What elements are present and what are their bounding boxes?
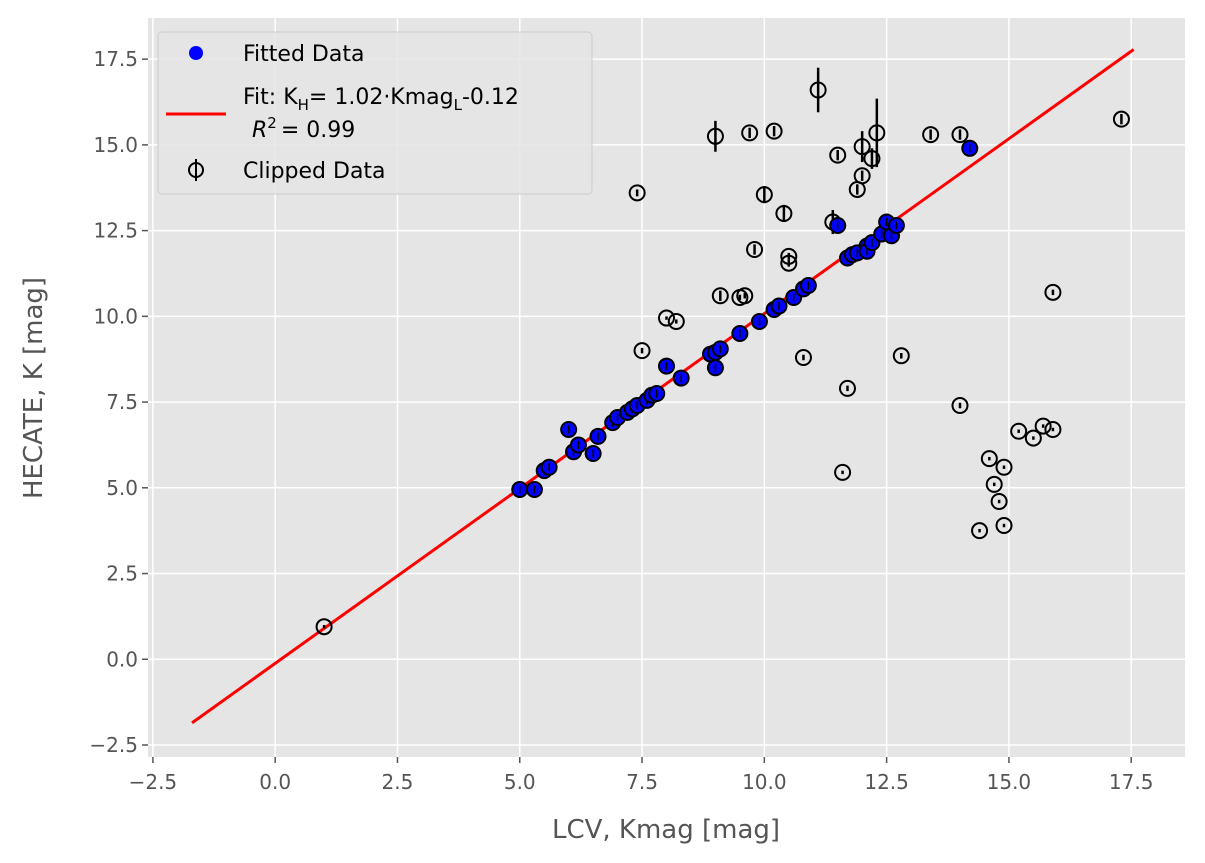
legend-label-fit: Fit: KH= 1.02·KmagL-0.12: [243, 85, 519, 114]
clipped-point: [315, 618, 333, 636]
legend-label-clipped: Clipped Data: [243, 159, 386, 184]
clipped-data-layer: [315, 67, 1130, 636]
x-tick-label: 17.5: [1109, 770, 1154, 794]
legend: Fitted Data Fit: KH= 1.02·KmagL-0.12 R2 =…: [157, 31, 593, 195]
clipped-point: [995, 517, 1013, 535]
clipped-point: [971, 522, 989, 540]
x-tick-label: 12.5: [864, 770, 909, 794]
clipped-point: [951, 397, 969, 415]
clipped-point: [794, 348, 812, 366]
x-axis-label: LCV, Kmag [mag]: [552, 815, 780, 845]
clipped-point: [1024, 429, 1042, 447]
x-tick-label: 5.0: [504, 770, 536, 794]
y-tick-label: 7.5: [106, 390, 138, 414]
clipped-point: [1010, 422, 1028, 440]
clipped-point: [780, 254, 798, 272]
clipped-point: [863, 150, 881, 168]
clipped-point: [1034, 417, 1052, 435]
legend-marker-fitted: [189, 46, 203, 60]
y-tick-label: 17.5: [93, 47, 138, 71]
y-tick-label: 12.5: [93, 219, 138, 243]
clipped-point: [853, 167, 871, 185]
y-axis-label: HECATE, K [mag]: [19, 277, 49, 499]
clipped-point: [1112, 110, 1130, 128]
fit-line-layer: [191, 48, 1135, 725]
y-tick-label: 0.0: [106, 647, 138, 671]
clipped-point: [746, 240, 764, 258]
y-tick-label: 15.0: [93, 133, 138, 157]
y-tick-label: 10.0: [93, 304, 138, 328]
clipped-point: [985, 475, 1003, 493]
clipped-point: [892, 347, 910, 365]
clipped-point: [736, 287, 754, 305]
clipped-point: [755, 186, 773, 204]
x-tick-label: 0.0: [259, 770, 291, 794]
y-tick-label: 5.0: [106, 476, 138, 500]
x-tick-label: −2.5: [129, 770, 178, 794]
clipped-point: [838, 379, 856, 397]
clipped-point: [922, 126, 940, 144]
clipped-point: [868, 124, 886, 142]
fit-line: [191, 48, 1135, 725]
x-tick-label: 10.0: [742, 770, 787, 794]
clipped-point: [990, 493, 1008, 511]
clipped-point: [741, 124, 759, 142]
clipped-point: [1044, 421, 1062, 439]
clipped-point: [711, 287, 729, 305]
legend-label-r2: R2 = 0.99: [252, 114, 355, 143]
legend-box: [157, 31, 593, 195]
clipped-point: [951, 126, 969, 144]
clipped-point: [980, 450, 998, 468]
fitted-data-layer: [511, 139, 979, 499]
y-tick-label: 2.5: [106, 562, 138, 586]
clipped-point: [829, 146, 847, 164]
clipped-point: [809, 81, 827, 99]
clipped-point: [995, 458, 1013, 476]
clipped-point: [853, 138, 871, 156]
axes: −2.5 0.0 2.5 5.0 7.5 10.0 12.5 15.0 17.5 −2.5 0.0 2…: [89, 47, 1153, 794]
clipped-point: [667, 312, 685, 330]
x-tick-label: 15.0: [987, 770, 1032, 794]
clipped-point: [834, 463, 852, 481]
y-tick-label: −2.5: [89, 733, 138, 757]
clipped-point: [1044, 283, 1062, 301]
clipped-point: [658, 309, 675, 327]
clipped-point: [628, 184, 646, 202]
clipped-point: [765, 122, 783, 140]
x-tick-label: 7.5: [626, 770, 658, 794]
clipped-point: [706, 127, 724, 145]
x-tick-label: 2.5: [382, 770, 414, 794]
clipped-point: [633, 342, 651, 360]
clipped-point: [775, 204, 793, 222]
legend-label-fitted: Fitted Data: [243, 42, 364, 67]
